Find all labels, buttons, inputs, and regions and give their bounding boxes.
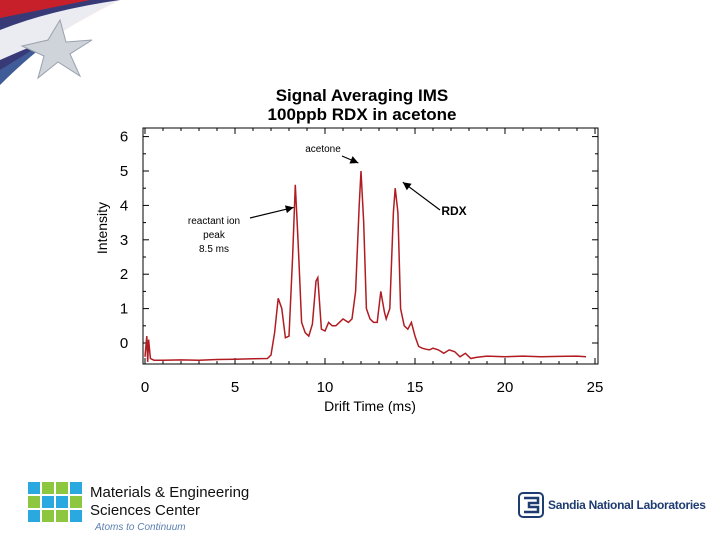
- annotation-label: acetone: [305, 144, 341, 155]
- annotation-label: reactant ion: [188, 216, 240, 227]
- sandia-logo-icon: [518, 492, 544, 518]
- x-axis-tick-labels: 0 5 10 15 20 25: [141, 379, 604, 396]
- arrow-head-icon: [284, 205, 294, 214]
- y-tick-label: 4: [120, 197, 128, 214]
- org-name-line1: Materials & Engineering: [90, 484, 250, 501]
- x-axis-label: Drift Time (ms): [324, 398, 416, 414]
- y-tick-label: 1: [120, 301, 128, 318]
- chart-title: Signal Averaging IMS: [275, 86, 449, 105]
- lab-name: Sandia National Laboratories: [548, 498, 706, 512]
- series-line: [144, 170, 587, 362]
- x-tick-label: 20: [497, 379, 514, 396]
- x-tick-label: 10: [317, 379, 334, 396]
- annotation-labels: acetone RDX reactant ion peak 8.5 ms: [188, 144, 467, 255]
- y-tick-label: 2: [120, 266, 128, 283]
- y-tick-label: 3: [120, 232, 128, 249]
- org-name-line2: Sciences Center: [90, 502, 201, 519]
- annotation-label: peak: [203, 230, 226, 241]
- x-tick-label: 5: [231, 379, 239, 396]
- y-tick-label: 6: [120, 129, 128, 146]
- x-axis-ticks: [144, 128, 596, 364]
- org-tagline: Atoms to Continuum: [95, 522, 186, 533]
- annotation-label: 8.5 ms: [199, 244, 229, 255]
- x-tick-label: 0: [141, 379, 149, 396]
- y-tick-label: 5: [120, 163, 128, 180]
- x-tick-label: 15: [407, 379, 424, 396]
- x-tick-label: 25: [587, 379, 604, 396]
- y-tick-label: 0: [120, 335, 128, 352]
- y-axis-tick-labels: 0 1 2 3 4 5 6: [120, 129, 128, 352]
- plot-frame: [142, 127, 599, 365]
- flag-star-banner: [0, 0, 160, 85]
- y-axis-label: Intensity: [94, 201, 110, 255]
- arrow-head-icon: [349, 156, 359, 164]
- mesc-logo: [28, 482, 82, 522]
- arrow-head-icon: [402, 182, 412, 191]
- annotation-label: RDX: [441, 204, 466, 218]
- chart-subtitle: 100ppb RDX in acetone: [267, 105, 457, 124]
- star-icon: [20, 18, 93, 80]
- annotation-arrows: [249, 155, 441, 219]
